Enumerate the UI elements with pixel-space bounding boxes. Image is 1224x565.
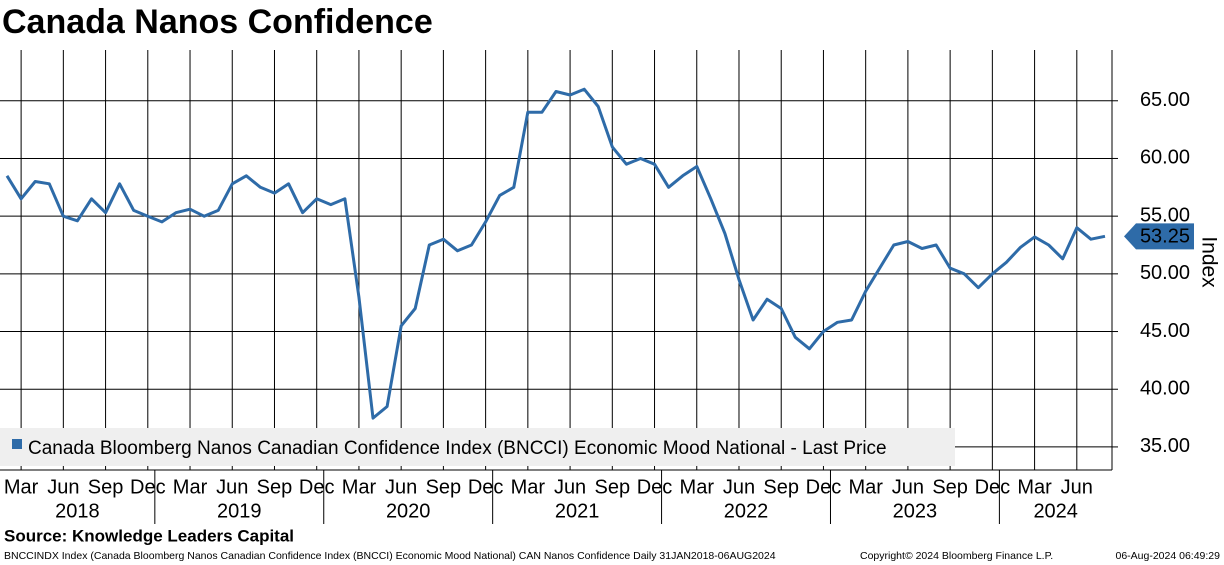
y-axis-label: Index xyxy=(1197,236,1220,288)
y-tick-label: 65.00 xyxy=(1140,89,1190,111)
x-tick-label: Mar xyxy=(680,476,715,498)
x-tick-label: Mar xyxy=(173,476,208,498)
x-tick-label: Dec xyxy=(637,476,673,498)
x-tick-label: Dec xyxy=(299,476,335,498)
x-tick-label: Mar xyxy=(511,476,546,498)
legend-box xyxy=(0,428,955,466)
y-tick-label: 35.00 xyxy=(1140,435,1190,457)
footer-center: Copyright© 2024 Bloomberg Finance L.P. xyxy=(860,550,1053,562)
x-tick-label: Mar xyxy=(342,476,377,498)
x-tick-label: Jun xyxy=(892,476,924,498)
x-tick-label: Sep xyxy=(763,476,799,498)
x-tick-label: Sep xyxy=(88,476,124,498)
y-tick-label: 50.00 xyxy=(1140,262,1190,284)
year-label: 2023 xyxy=(893,500,938,522)
x-tick-label: Dec xyxy=(975,476,1011,498)
x-tick-label: Sep xyxy=(257,476,293,498)
x-tick-label: Jun xyxy=(216,476,248,498)
y-tick-label: 60.00 xyxy=(1140,147,1190,169)
x-tick-label: Jun xyxy=(554,476,586,498)
x-tick-label: Sep xyxy=(426,476,462,498)
last-price-tag xyxy=(1124,223,1194,250)
y-tick-label: 45.00 xyxy=(1140,320,1190,342)
last-price-label: 53.25 xyxy=(1140,226,1190,248)
legend-swatch xyxy=(12,439,22,449)
source: Source: Knowledge Leaders Capital xyxy=(4,526,294,545)
x-tick-label: Jun xyxy=(723,476,755,498)
footer-left: BNCCINDX Index (Canada Bloomberg Nanos C… xyxy=(4,550,776,562)
year-label: 2020 xyxy=(386,500,431,522)
x-tick-label: Jun xyxy=(47,476,79,498)
year-label: 2024 xyxy=(1033,500,1078,522)
x-tick-label: Jun xyxy=(1061,476,1093,498)
y-tick-label: 40.00 xyxy=(1140,378,1190,400)
legend-label: Canada Bloomberg Nanos Canadian Confiden… xyxy=(28,438,887,459)
x-tick-label: Dec xyxy=(806,476,842,498)
chart-title: Canada Nanos Confidence xyxy=(2,3,433,41)
x-tick-label: Jun xyxy=(385,476,417,498)
x-tick-label: Mar xyxy=(1017,476,1052,498)
x-tick-label: Sep xyxy=(932,476,968,498)
x-tick-label: Mar xyxy=(848,476,883,498)
year-label: 2022 xyxy=(724,500,769,522)
x-tick-label: Dec xyxy=(130,476,166,498)
x-tick-label: Dec xyxy=(468,476,504,498)
year-label: 2021 xyxy=(555,500,600,522)
year-label: 2019 xyxy=(217,500,262,522)
year-label: 2018 xyxy=(55,500,100,522)
series-line xyxy=(5,87,1106,420)
x-tick-label: Mar xyxy=(4,476,39,498)
footer-right: 06-Aug-2024 06:49:29 xyxy=(1115,550,1220,562)
y-tick-label: 55.00 xyxy=(1140,204,1190,226)
x-tick-label: Sep xyxy=(595,476,631,498)
